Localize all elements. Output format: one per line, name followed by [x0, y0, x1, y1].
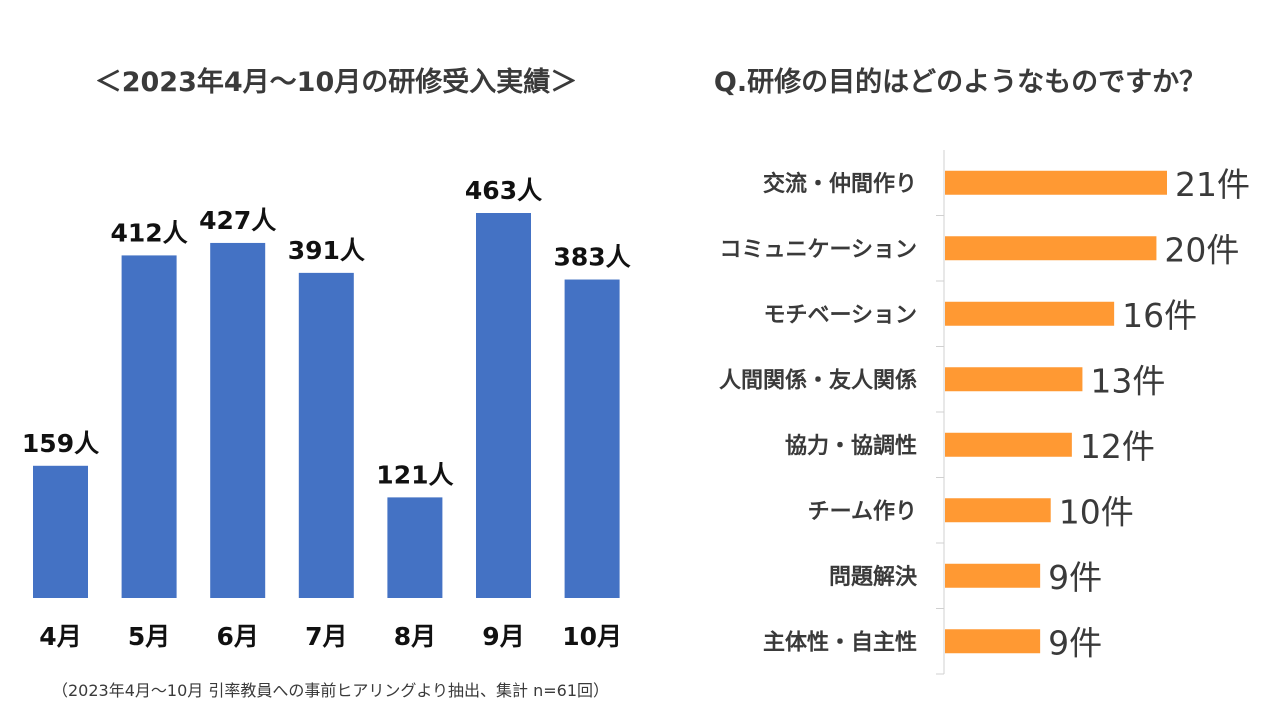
- purpose-category-label: コミュニケーション: [719, 237, 917, 262]
- bar-purpose-3: [945, 301, 1115, 326]
- purpose-value-label: 13件: [1090, 361, 1165, 400]
- purpose-value-label: 16件: [1122, 296, 1197, 335]
- month-tick-label: 5月: [128, 622, 170, 651]
- bar-value-label: 391人: [288, 236, 365, 265]
- footnote: （2023年4月～10月 引率教員への事前ヒアリングより抽出、集計 n=61回）: [52, 681, 610, 700]
- bar-month-2: [121, 255, 177, 598]
- purpose-value-label: 20件: [1164, 230, 1239, 269]
- month-tick-label: 6月: [216, 622, 258, 651]
- bar-purpose-5: [945, 432, 1072, 457]
- bar-month-4: [298, 272, 354, 598]
- month-tick-label: 4月: [39, 622, 81, 651]
- bar-purpose-8: [945, 629, 1041, 654]
- month-tick-label: 8月: [394, 622, 436, 651]
- purpose-category-label: 交流・仲間作り: [763, 171, 917, 197]
- left-chart-title: ＜2023年4月～10月の研修受入実績＞: [94, 67, 578, 98]
- bar-month-7: [564, 279, 620, 598]
- purpose-value-label: 10件: [1059, 492, 1134, 531]
- bar-value-label: 463人: [465, 176, 542, 205]
- purpose-value-label: 9件: [1048, 558, 1102, 597]
- bar-purpose-6: [945, 498, 1051, 523]
- bar-value-label: 159人: [22, 429, 99, 458]
- monthly-trainees-bar-chart: 159人 4月 412人 5月 427人 6月 391人 7月 121人 8月 463人 9月 383人…: [22, 176, 631, 651]
- purpose-category-label: モチベーション: [763, 303, 917, 328]
- bar-purpose-4: [945, 367, 1083, 392]
- month-tick-label: 7月: [305, 622, 347, 651]
- purpose-category-label: 問題解決: [829, 564, 918, 590]
- bar-value-label: 121人: [376, 460, 453, 489]
- purpose-category-label: チーム作り: [808, 499, 917, 524]
- bar-purpose-1: [945, 170, 1167, 195]
- purpose-category-label: 主体性・自主性: [763, 629, 917, 655]
- bar-month-5: [387, 497, 443, 598]
- bar-purpose-7: [945, 563, 1041, 588]
- right-chart-title: Q.研修の目的はどのようなものですか？: [713, 67, 1207, 98]
- month-tick-label: 9月: [482, 622, 524, 651]
- purpose-category-label: 人間関係・友人関係: [719, 368, 917, 393]
- month-tick-label: 10月: [562, 622, 622, 651]
- purpose-value-label: 21件: [1175, 165, 1250, 204]
- bar-value-label: 383人: [554, 243, 631, 272]
- bar-purpose-2: [945, 236, 1157, 261]
- bar-month-3: [210, 242, 266, 598]
- bar-month-6: [476, 213, 531, 598]
- purpose-value-label: 12件: [1080, 427, 1155, 466]
- purpose-category-label: 協力・協調性: [785, 433, 917, 459]
- bar-month-1: [33, 465, 88, 598]
- bar-value-label: 412人: [111, 218, 188, 247]
- bar-value-label: 427人: [199, 206, 276, 235]
- purpose-value-label: 9件: [1048, 623, 1102, 662]
